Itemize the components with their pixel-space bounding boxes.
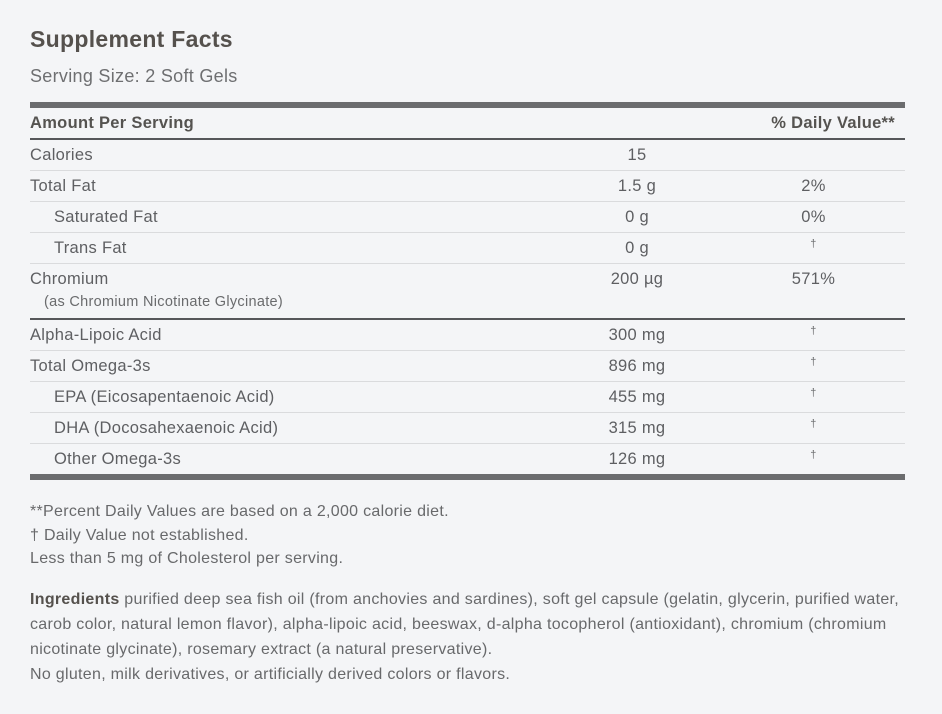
column-header-amount-per-serving: Amount Per Serving: [30, 113, 195, 132]
table-row: EPA (Eicosapentaenoic Acid) 455 mg †: [30, 382, 905, 413]
ingredients-paragraph: Ingredients purified deep sea fish oil (…: [30, 587, 905, 662]
row-amount: 200 µg: [610, 269, 664, 288]
row-amount: 315 mg: [608, 418, 666, 437]
table-body: Calories 15 Total Fat 1.5 g 2% Saturated…: [30, 140, 905, 474]
row-nutrient-name: Calories: [30, 145, 93, 164]
row-nutrient-name: Trans Fat: [54, 238, 127, 257]
row-nutrient-name: Saturated Fat: [54, 207, 158, 226]
table-row: Alpha-Lipoic Acid 300 mg †: [30, 320, 905, 351]
footnote-daily-values: **Percent Daily Values are based on a 2,…: [30, 503, 449, 520]
row-amount: 0 g: [625, 238, 649, 257]
facts-table: Amount Per Serving % Daily Value** Calor…: [30, 102, 905, 480]
page-title: Supplement Facts: [30, 26, 233, 52]
table-row: Total Omega-3s 896 mg †: [30, 351, 905, 382]
serving-size: Serving Size: 2 Soft Gels: [30, 66, 238, 86]
table-bottom-bar: [30, 474, 905, 480]
row-amount: 0 g: [625, 207, 649, 226]
footnote-dagger: † Daily Value not established.: [30, 526, 249, 544]
row-daily-value: †: [810, 325, 817, 337]
table-row: Saturated Fat 0 g 0%: [30, 202, 905, 233]
row-nutrient-name: Other Omega-3s: [54, 449, 182, 468]
row-daily-value: †: [810, 387, 817, 399]
footnotes: **Percent Daily Values are based on a 2,…: [30, 500, 905, 571]
row-amount: 15: [627, 145, 647, 164]
ingredients-text: purified deep sea fish oil (from anchovi…: [30, 590, 900, 658]
footnote-cholesterol: Less than 5 mg of Cholesterol per servin…: [30, 550, 344, 567]
row-nutrient-name: DHA (Docosahexaenoic Acid): [54, 418, 279, 437]
row-nutrient-name: Total Omega-3s: [30, 356, 151, 375]
row-amount: 455 mg: [608, 387, 666, 406]
row-daily-value: 0%: [801, 207, 826, 226]
table-row: Trans Fat 0 g †: [30, 233, 905, 264]
row-nutrient-name: Chromium: [30, 269, 109, 288]
column-header-daily-value: % Daily Value**: [771, 113, 895, 132]
row-nutrient-name: EPA (Eicosapentaenoic Acid): [54, 387, 275, 406]
row-daily-value: †: [810, 238, 817, 250]
row-nutrient-name: Total Fat: [30, 176, 96, 195]
row-nutrient-source: (as Chromium Nicotinate Glycinate): [44, 294, 284, 310]
row-daily-value: †: [810, 449, 817, 461]
row-amount: 126 mg: [608, 449, 666, 468]
table-header-row: Amount Per Serving % Daily Value**: [30, 108, 905, 140]
ingredients-label: Ingredients: [30, 590, 120, 608]
row-amount: 300 mg: [608, 325, 666, 344]
row-daily-value: 2%: [801, 176, 826, 195]
row-daily-value: †: [810, 356, 817, 368]
row-amount: 896 mg: [608, 356, 666, 375]
table-row: DHA (Docosahexaenoic Acid) 315 mg †: [30, 413, 905, 444]
row-amount: 1.5 g: [617, 176, 657, 195]
table-row: Other Omega-3s 126 mg †: [30, 444, 905, 474]
row-daily-value: 571%: [791, 269, 836, 288]
table-row: Chromium 200 µg 571% (as Chromium Nicoti…: [30, 264, 905, 320]
table-top-bar: [30, 102, 905, 108]
allergen-statement: No gluten, milk derivatives, or artifici…: [30, 665, 511, 683]
table-row: Calories 15: [30, 140, 905, 171]
row-nutrient-name: Alpha-Lipoic Acid: [30, 325, 162, 344]
row-daily-value: †: [810, 418, 817, 430]
table-row: Total Fat 1.5 g 2%: [30, 171, 905, 202]
